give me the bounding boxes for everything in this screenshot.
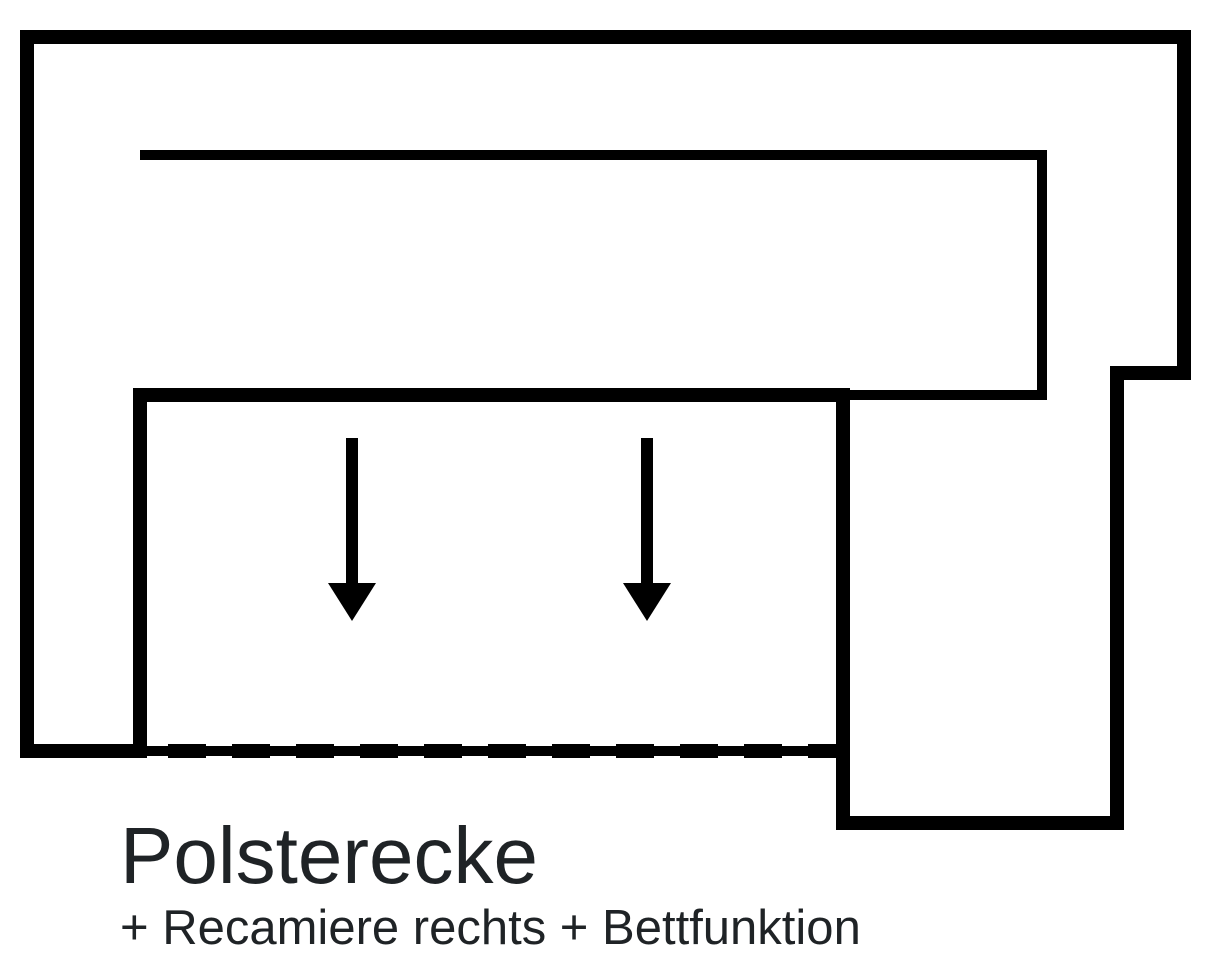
product-title: Polsterecke xyxy=(120,812,538,900)
seat-outline xyxy=(140,155,1042,751)
arrow-head-1 xyxy=(623,583,671,621)
arrow-head-0 xyxy=(328,583,376,621)
sofa-schematic: Polsterecke + Recamiere rechts + Bettfun… xyxy=(0,0,1215,960)
bed-extension-dashed xyxy=(140,395,843,751)
product-subtitle: + Recamiere rechts + Bettfunktion xyxy=(120,902,861,956)
pullout-arrows xyxy=(328,438,671,621)
